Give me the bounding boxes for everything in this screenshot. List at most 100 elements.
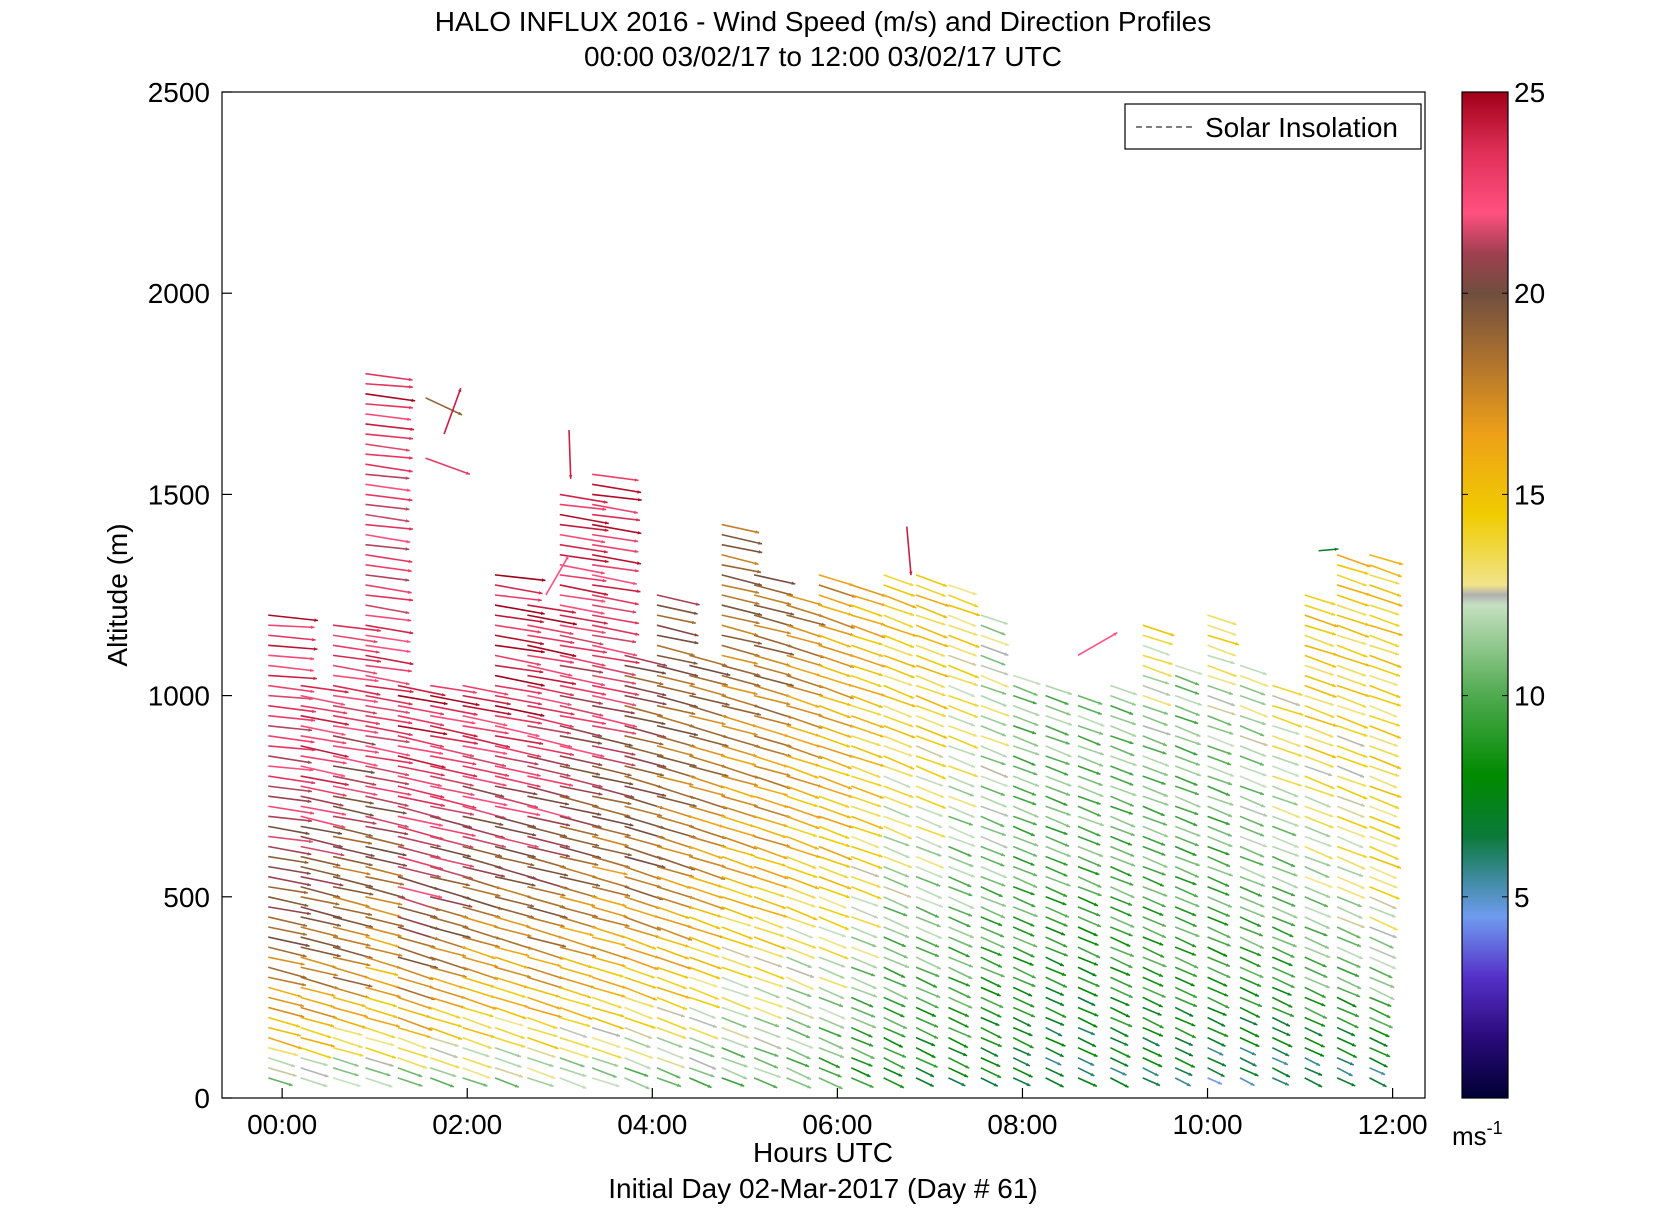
wind-vector-p10-56-head bbox=[636, 518, 640, 522]
wind-vector-p10-31-shaft bbox=[591, 765, 632, 777]
wind-vector-p29-1-head bbox=[1220, 1073, 1225, 1077]
wind-vector-p29-37-head bbox=[1231, 712, 1236, 716]
wind-vector-p15-17-shaft bbox=[753, 906, 788, 918]
wind-vector-p7-31 bbox=[494, 765, 541, 777]
wind-vector-p29-35-shaft bbox=[1207, 725, 1234, 735]
wind-vector-p0-34 bbox=[268, 735, 315, 744]
wind-vector-p25-19 bbox=[1077, 885, 1102, 897]
wind-vector-p33-5-head bbox=[1350, 1032, 1355, 1036]
wind-vector-p5-30-head bbox=[469, 783, 474, 787]
wind-vector-p20-44-shaft bbox=[915, 634, 949, 648]
wind-vector-p33-42-head bbox=[1365, 663, 1370, 667]
wind-vector-p18-30-shaft bbox=[851, 775, 882, 787]
wind-vector-p9-53-shaft bbox=[559, 543, 608, 554]
wind-vector-p10-49-shaft bbox=[592, 584, 641, 593]
chart-title: HALO INFLUX 2016 - Wind Speed (m/s) and … bbox=[435, 6, 1212, 37]
wind-vector-p29-4-head bbox=[1221, 1043, 1226, 1047]
wind-vector-p5-29 bbox=[430, 785, 475, 797]
wind-vector-p19-3-head bbox=[901, 1054, 906, 1058]
wind-vector-p15-5 bbox=[753, 1026, 781, 1039]
wind-vector-p0-30 bbox=[268, 775, 316, 785]
wind-vector-p0-24 bbox=[268, 835, 313, 844]
wind-vector-p3-23-shaft bbox=[365, 845, 407, 857]
wind-vector-p34-34-head bbox=[1393, 743, 1398, 747]
wind-vector-p32-34-head bbox=[1329, 743, 1334, 747]
wind-vector-p8-42-shaft bbox=[527, 654, 574, 664]
wind-vector-p22-41 bbox=[980, 664, 1009, 676]
wind-vector-p7-48-shaft bbox=[494, 594, 542, 602]
wind-vector-p8-21-shaft bbox=[527, 865, 569, 877]
wind-vector-p6-37-shaft bbox=[462, 704, 512, 716]
wind-vector-p33-0-head bbox=[1351, 1082, 1356, 1087]
wind-vector-p25-1 bbox=[1077, 1067, 1095, 1077]
wind-vector-p27-13 bbox=[1142, 946, 1165, 959]
wind-vector-p16-10 bbox=[786, 976, 815, 991]
wind-vector-p29-0 bbox=[1207, 1077, 1223, 1085]
wind-vector-p19-43 bbox=[883, 644, 913, 657]
wind-vector-p26-30 bbox=[1110, 775, 1134, 786]
wind-vector-p1-5 bbox=[300, 1026, 332, 1039]
wind-vector-p0-15-shaft bbox=[268, 926, 307, 936]
wind-vector-p3-9-head bbox=[396, 994, 401, 998]
wind-vector-p25-7-shaft bbox=[1077, 1006, 1099, 1017]
wind-vector-p17-30 bbox=[818, 775, 853, 790]
wind-vector-p31-25 bbox=[1272, 825, 1297, 837]
wind-vector-p16-25 bbox=[786, 825, 818, 838]
wind-vector-p2-19-shaft bbox=[332, 885, 374, 896]
wind-vector-p9-0 bbox=[559, 1077, 587, 1090]
wind-vector-p30-41-shaft bbox=[1239, 664, 1268, 676]
wind-vector-p33-43 bbox=[1336, 644, 1368, 658]
wind-vector-p8-26-head bbox=[566, 823, 570, 827]
wind-vector-p32-2-head bbox=[1316, 1062, 1321, 1066]
wind-vector-p24-8 bbox=[1045, 996, 1065, 1007]
wind-vector-p11-1 bbox=[624, 1067, 649, 1077]
wind-vector-p25-17-shaft bbox=[1077, 906, 1101, 917]
wind-vector-p22-27 bbox=[980, 805, 1009, 817]
wind-vector-p5-25-head bbox=[471, 833, 476, 837]
wind-vector-p14-23-head bbox=[750, 853, 755, 857]
wind-vector-p25-16-head bbox=[1097, 923, 1102, 927]
wind-vector-p1-30-shaft bbox=[300, 775, 349, 786]
wind-vector-p3-18-head bbox=[398, 902, 403, 906]
wind-vector-p33-9-head bbox=[1356, 993, 1361, 998]
wind-vector-p1-16 bbox=[300, 916, 342, 927]
wind-vector-p30-2 bbox=[1239, 1057, 1257, 1067]
wind-vector-p12-47 bbox=[656, 604, 698, 615]
wind-vector-p1-25 bbox=[300, 825, 343, 835]
wind-vector-p2-14 bbox=[332, 936, 371, 947]
wind-vector-p0-21-shaft bbox=[268, 865, 311, 875]
wind-vector-p34-25-head bbox=[1395, 836, 1400, 840]
wind-vector-p24-16 bbox=[1045, 916, 1068, 927]
wind-vector-p14-49-shaft bbox=[721, 584, 760, 594]
wind-vector-p24-7-head bbox=[1062, 1014, 1067, 1018]
wind-vector-p7-32 bbox=[494, 755, 539, 766]
wind-vector-p7-48-head bbox=[538, 598, 542, 602]
wind-vector-p26-3-shaft bbox=[1110, 1046, 1131, 1059]
wind-vector-p25-7-head bbox=[1094, 1013, 1099, 1017]
wind-vector-p29-31-head bbox=[1229, 773, 1234, 777]
wind-vector-p15-41-shaft bbox=[753, 664, 792, 677]
wind-vector-p23-37-head bbox=[1035, 712, 1040, 716]
wind-vector-p9-58 bbox=[559, 493, 608, 504]
wind-vector-p29-35-head bbox=[1229, 731, 1234, 735]
wind-vector-p7-22-head bbox=[530, 862, 535, 867]
wind-vector-p27-9-head bbox=[1161, 994, 1166, 998]
wind-vector-p0-20-shaft bbox=[268, 875, 312, 887]
wind-vector-p29-7 bbox=[1207, 1006, 1227, 1017]
wind-vector-p12-37-shaft bbox=[656, 704, 696, 715]
wind-vector-p9-7-shaft bbox=[559, 1006, 593, 1020]
wind-vector-p9-31 bbox=[559, 765, 601, 776]
wind-vector-p8-40 bbox=[527, 674, 577, 686]
wind-vector-p16-44 bbox=[786, 634, 823, 646]
wind-vector-p32-12-head bbox=[1322, 963, 1327, 968]
wind-vector-p27-6-head bbox=[1159, 1024, 1164, 1028]
wind-vector-p30-7 bbox=[1239, 1006, 1261, 1019]
wind-vector-p3-6 bbox=[365, 1016, 400, 1028]
wind-vector-p10-57-shaft bbox=[592, 503, 638, 514]
wind-vector-p34-8-shaft bbox=[1369, 996, 1392, 1008]
wind-vector-p0-12-head bbox=[300, 962, 305, 966]
wind-vector-p27-26 bbox=[1142, 815, 1168, 826]
wind-vector-p30-36-shaft bbox=[1239, 714, 1267, 726]
wind-vector-p28-41-head bbox=[1198, 671, 1203, 675]
wind-vector-p2-3-head bbox=[359, 1053, 364, 1057]
